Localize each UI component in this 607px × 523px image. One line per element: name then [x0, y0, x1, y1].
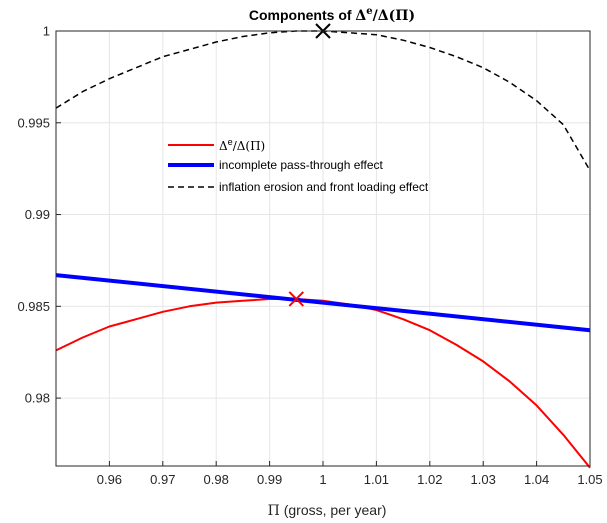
- legend: Δe/Δ(Π) incomplete pass-through effect i…: [168, 137, 429, 194]
- x-tick-label: 1.01: [364, 472, 389, 487]
- chart-title-sup: e: [366, 6, 372, 17]
- x-tick-label: 0.99: [257, 472, 282, 487]
- y-tick-label: 1: [43, 24, 50, 39]
- legend-label-total: Δe/Δ(Π): [219, 137, 265, 153]
- x-axis-label: Π (gross, per year): [268, 502, 387, 519]
- x-axis-label-symbol: Π: [268, 503, 280, 519]
- y-tick-label: 0.98: [25, 391, 50, 406]
- legend-label-total-sup: e: [228, 137, 233, 147]
- legend-label-pass-through: incomplete pass-through effect: [219, 158, 384, 172]
- y-tick-label: 0.995: [17, 115, 50, 130]
- x-marker-stroke: [288, 291, 305, 307]
- chart-title-prefix: Components of: [249, 7, 356, 23]
- x-tick-label: 1.03: [471, 472, 496, 487]
- x-tick-label: 0.97: [150, 472, 175, 487]
- x-tick-label: 1: [319, 472, 326, 487]
- legend-label-erosion: inflation erosion and front loading effe…: [219, 180, 429, 194]
- x-tick-label: 1.04: [524, 472, 549, 487]
- chart-title: Components of Δe/Δ(Π): [249, 6, 415, 24]
- x-axis-ticks: 0.96 0.97 0.98 0.99 1 1.01 1.02 1.03 1.04 1.05: [97, 461, 603, 487]
- x-tick-label: 0.96: [97, 472, 122, 487]
- series-line-pass-through: [55, 273, 591, 333]
- grid: [56, 30, 591, 466]
- x-tick-label: 0.98: [204, 472, 229, 487]
- y-tick-label: 0.985: [17, 299, 50, 314]
- chart-title-delta: Δ: [355, 8, 366, 24]
- y-axis-ticks: 0.98 0.985 0.99 0.995 1: [17, 24, 61, 406]
- legend-label-total-delta: Δ: [219, 139, 228, 153]
- x-tick-label: 1.02: [417, 472, 442, 487]
- y-tick-label: 0.99: [25, 207, 50, 222]
- x-tick-label: 1.05: [577, 472, 602, 487]
- x-marker: [288, 291, 305, 307]
- legend-label-total-rest: /Δ(Π): [233, 139, 266, 153]
- chart-title-suffix: /Δ(Π): [373, 8, 415, 24]
- x-axis-label-text: (gross, per year): [280, 502, 387, 518]
